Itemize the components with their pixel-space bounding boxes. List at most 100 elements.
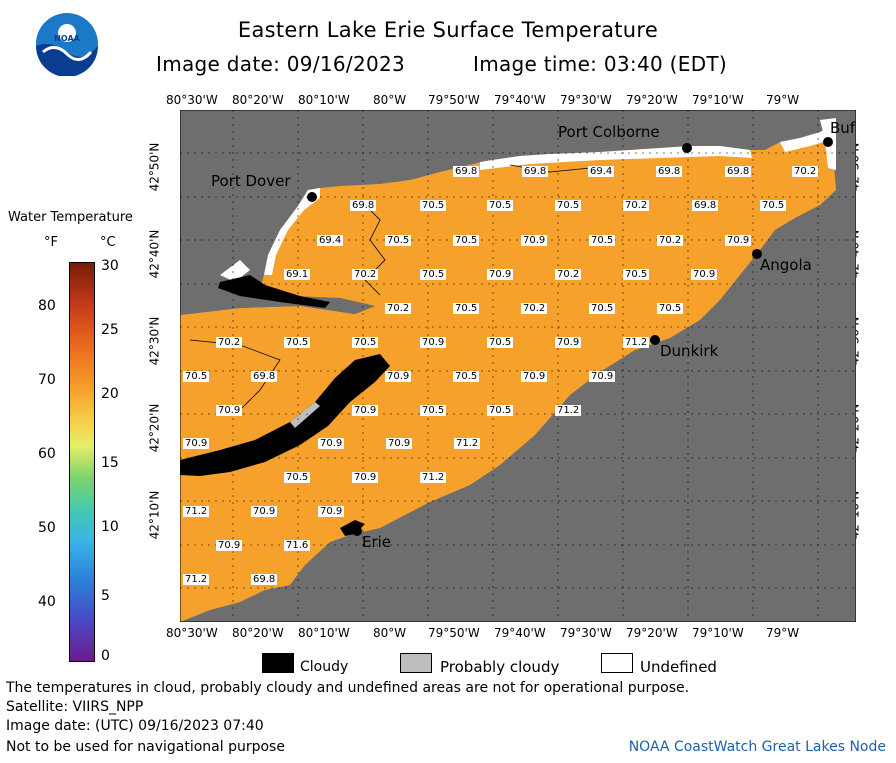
lon-label: 79°10'W [692, 626, 744, 640]
temp-label: 70.5 [623, 269, 650, 280]
temp-label: 70.9 [352, 472, 379, 483]
unit-fahrenheit: °F [44, 235, 58, 250]
c-tick: 0 [101, 648, 110, 664]
temp-label: 70.5 [385, 235, 412, 246]
temp-label: 71.2 [454, 438, 481, 449]
f-tick: 70 [38, 372, 56, 388]
city-marker [823, 137, 833, 147]
lon-label: 80°20'W [232, 626, 284, 640]
c-tick: 20 [101, 386, 119, 402]
city-label-erie: Erie [362, 533, 392, 551]
temp-label: 69.8 [350, 200, 377, 211]
city-label-dunkirk: Dunkirk [660, 342, 719, 360]
c-tick: 25 [101, 322, 119, 338]
temp-label: 69.4 [317, 235, 344, 246]
temp-label: 69.1 [284, 269, 311, 280]
temp-label: 70.5 [589, 303, 616, 314]
temp-label: 70.5 [352, 337, 379, 348]
undefined-rim [220, 260, 250, 282]
temp-label: 70.5 [420, 405, 447, 416]
page-title: Eastern Lake Erie Surface Temperature [237, 18, 659, 42]
disclaimer-note: The temperatures in cloud, probably clou… [6, 680, 690, 696]
key-cloudy-swatch [262, 653, 294, 673]
temp-label: 71.2 [420, 472, 447, 483]
lon-label: 80°W [373, 93, 407, 107]
temp-label: 70.9 [691, 269, 718, 280]
lon-label: 79°40'W [494, 93, 546, 107]
c-tick: 10 [101, 519, 119, 535]
temp-label: 69.4 [588, 166, 615, 177]
city-label-angola: Angola [760, 256, 812, 274]
temp-label: 70.2 [792, 166, 819, 177]
temp-label: 69.8 [656, 166, 683, 177]
temp-label: 69.8 [725, 166, 752, 177]
temp-label: 70.9 [183, 438, 210, 449]
temp-label: 70.5 [487, 405, 514, 416]
temp-label: 70.5 [487, 200, 514, 211]
utc-date-note: Image date: (UTC) 09/16/2023 07:40 [6, 718, 264, 734]
probably-cloudy-band [290, 402, 320, 428]
temp-label: 70.5 [760, 200, 787, 211]
city-marker [682, 143, 692, 153]
cloud-band [180, 354, 390, 476]
lon-label: 79°20'W [626, 626, 678, 640]
f-tick: 80 [38, 298, 56, 314]
map-area: 69.8 69.8 69.4 69.8 69.8 70.2 69.8 70.5 … [180, 110, 856, 622]
temp-label: 71.6 [284, 540, 311, 551]
temp-label: 70.5 [555, 200, 582, 211]
lon-label: 79°W [766, 93, 800, 107]
city-label-buffalo: Buf [830, 119, 856, 137]
colorbar [69, 262, 95, 662]
temp-label: 70.2 [521, 303, 548, 314]
temp-label: 70.9 [318, 438, 345, 449]
temp-label: 69.8 [251, 371, 278, 382]
temp-label: 70.5 [284, 337, 311, 348]
temp-label: 70.2 [623, 200, 650, 211]
city-marker [307, 192, 317, 202]
temp-label: 70.9 [521, 235, 548, 246]
temp-label: 70.9 [386, 438, 413, 449]
temp-label: 70.2 [555, 269, 582, 280]
lat-label: 42°20'N [147, 403, 162, 453]
key-undefined-label: Undefined [640, 658, 717, 676]
key-probably-cloudy-swatch [400, 653, 432, 673]
lon-label: 79°40'W [494, 626, 546, 640]
temp-label: 69.8 [692, 200, 719, 211]
lon-label: 80°30'W [166, 93, 218, 107]
temp-label: 70.5 [420, 269, 447, 280]
temp-label: 70.9 [352, 405, 379, 416]
temp-label: 70.2 [352, 269, 379, 280]
temp-label: 70.2 [385, 303, 412, 314]
temp-label: 70.9 [725, 235, 752, 246]
key-probably-cloudy-label: Probably cloudy [440, 658, 560, 676]
city-marker [752, 249, 762, 259]
temp-label: 70.9 [251, 506, 278, 517]
lon-label: 80°30'W [166, 626, 218, 640]
temp-label: 71.2 [183, 574, 210, 585]
unit-celsius: °C [100, 235, 116, 250]
temp-label: 70.5 [453, 235, 480, 246]
logo-text: NOAA [54, 34, 80, 43]
temp-label: 70.9 [521, 371, 548, 382]
satellite-note: Satellite: VIIRS_NPP [6, 699, 144, 715]
temp-label: 70.9 [487, 269, 514, 280]
temp-label: 70.2 [216, 337, 243, 348]
c-tick: 5 [101, 588, 110, 604]
lon-label: 79°20'W [626, 93, 678, 107]
temp-label: 70.9 [589, 371, 616, 382]
temp-label: 70.9 [420, 337, 447, 348]
temp-label: 70.5 [453, 303, 480, 314]
lon-label: 80°10'W [298, 93, 350, 107]
temp-label: 71.2 [183, 506, 210, 517]
lon-label: 79°50'W [428, 626, 480, 640]
f-tick: 40 [38, 594, 56, 610]
lat-label: 42°50'N [147, 142, 162, 192]
city-label-port-colborne: Port Colborne [558, 123, 660, 141]
lon-label: 79°10'W [692, 93, 744, 107]
undefined-rim [780, 128, 830, 152]
temp-label: 69.8 [522, 166, 549, 177]
city-label-port-dover: Port Dover [211, 172, 291, 190]
lake-water [180, 128, 836, 622]
city-marker [352, 526, 362, 536]
temp-label: 70.9 [555, 337, 582, 348]
